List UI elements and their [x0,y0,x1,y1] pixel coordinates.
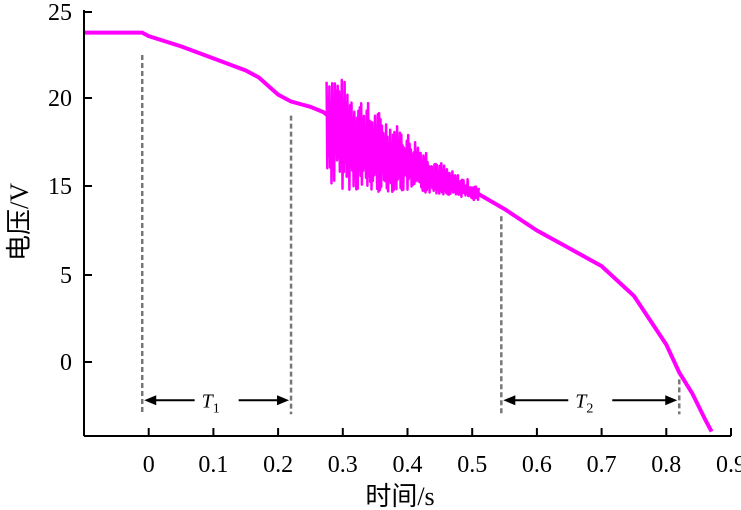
interval-annotations: T1 T2 [144,390,678,416]
x-tick-label-8: 0.8 [651,452,681,478]
annotation-label-1: T2 [575,390,593,416]
y-axis-title: 电压/V [5,183,34,261]
x-tick-label-5: 0.5 [457,452,487,478]
y-tick-label-1: 5 [60,263,72,289]
annotation-subscript-0: 1 [213,401,220,416]
x-tick-label-2: 0.2 [263,452,293,478]
annotation-arrowhead-right-0 [277,395,290,406]
x-tick-label-0: 0 [143,452,155,478]
y-tick-label-0: 0 [60,350,72,376]
y-tick-label-4: 25 [48,0,72,26]
x-tick-label-9: 0.9 [716,452,741,478]
annotation-arrowhead-left-0 [144,395,157,406]
series-noise-0 [325,78,480,202]
x-tick-label-6: 0.6 [522,452,552,478]
annotation-subscript-1: 2 [586,401,593,416]
annotation-label-0: T1 [202,390,220,416]
series-line-0 [84,30,714,433]
axes [83,10,731,437]
series-group [84,30,714,433]
y-ticks: 0 5 15 20 25 [48,0,92,376]
x-axis-title: 时间/s [365,482,434,510]
x-tick-label-3: 0.3 [328,452,358,478]
x-tick-label-4: 0.4 [393,452,423,478]
y-tick-label-3: 20 [48,86,72,112]
annotation-arrowhead-left-1 [503,395,516,406]
marker-lines [140,55,681,415]
annotation-arrowhead-right-1 [665,395,678,406]
y-tick-label-2: 15 [48,174,72,200]
x-tick-label-1: 0.1 [198,452,228,478]
x-ticks: 0 0.1 0.2 0.3 0.4 0.5 0.6 0.7 0.8 0.9 [143,428,741,478]
x-tick-label-7: 0.7 [587,452,617,478]
